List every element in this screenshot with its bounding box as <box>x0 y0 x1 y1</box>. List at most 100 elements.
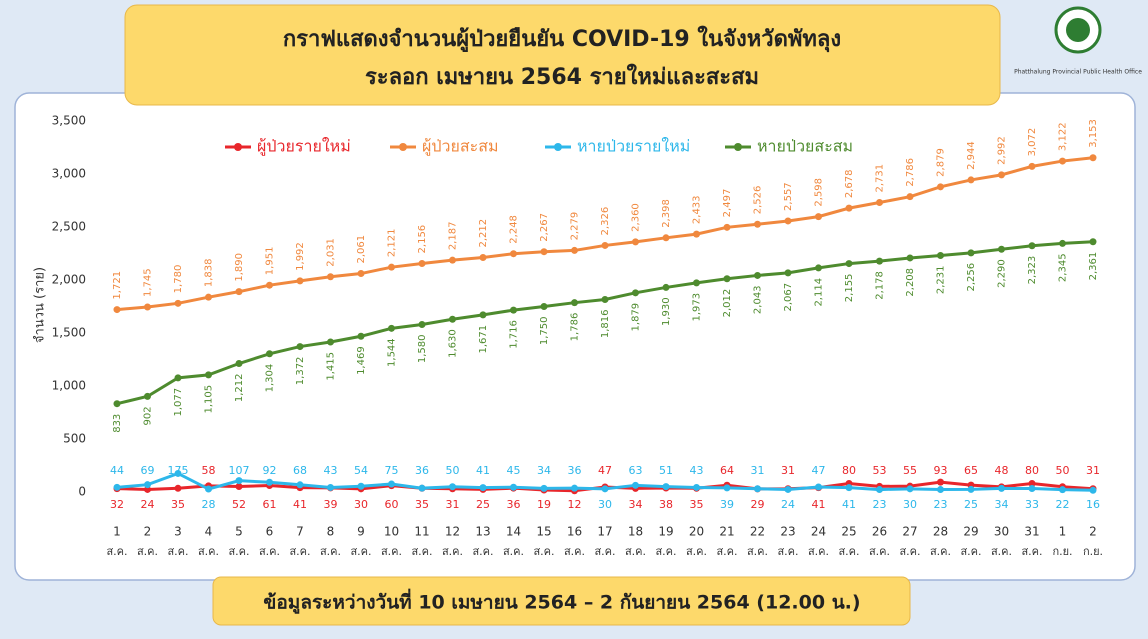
legend-marker <box>734 143 742 151</box>
x-tick-label: 14 <box>506 525 521 539</box>
x-tick-sublabel: ส.ค. <box>838 545 859 558</box>
data-point <box>754 220 761 228</box>
data-point <box>540 303 548 310</box>
x-tick-label: 10 <box>384 525 399 539</box>
data-label: 2,279 <box>570 212 581 241</box>
legend-label: ผู้ป่วยสะสม <box>422 137 499 157</box>
x-tick-label: 13 <box>475 525 490 539</box>
data-label: 175 <box>168 464 189 477</box>
y-tick-label: 1,000 <box>52 379 86 393</box>
data-point <box>693 483 700 491</box>
x-tick-label: 5 <box>235 525 243 539</box>
data-label: 35 <box>171 498 185 511</box>
data-label: 45 <box>507 464 521 477</box>
x-tick-label: 20 <box>689 525 704 539</box>
data-point <box>296 343 304 351</box>
data-label: 48 <box>995 464 1009 477</box>
data-label: 2,557 <box>783 182 794 211</box>
data-label: 47 <box>598 464 612 477</box>
data-label: 31 <box>446 498 460 511</box>
data-label: 35 <box>690 498 704 511</box>
data-label: 58 <box>202 464 216 477</box>
data-label: 22 <box>1056 498 1070 511</box>
data-label: 1,951 <box>265 247 276 276</box>
x-tick-sublabel: ส.ค. <box>442 545 463 558</box>
x-tick-sublabel: ส.ค. <box>503 545 524 558</box>
chart-subtitle: ระลอก เมษายน 2564 รายใหม่และสะสม <box>365 63 759 90</box>
data-label: 30 <box>903 498 917 511</box>
data-point <box>967 485 975 493</box>
data-point <box>144 303 151 311</box>
data-point <box>296 277 304 285</box>
x-tick-label: 22 <box>750 525 765 539</box>
data-label: 36 <box>415 464 429 477</box>
data-point <box>601 485 609 493</box>
data-label: 2,012 <box>722 289 733 318</box>
data-point <box>449 483 456 491</box>
x-tick-label: 4 <box>205 525 213 539</box>
data-point <box>998 245 1005 253</box>
data-label: 47 <box>812 464 826 477</box>
data-point <box>357 482 365 490</box>
data-label: 39 <box>720 498 734 511</box>
legend-label: หายป่วยสะสม <box>757 137 853 156</box>
data-label: 1,671 <box>478 325 489 354</box>
data-point <box>1059 239 1066 247</box>
x-tick-label: 18 <box>628 525 643 539</box>
data-label: 92 <box>263 464 277 477</box>
y-axis-label: จำนวน (ราย) <box>33 267 48 343</box>
x-tick-label: 23 <box>780 525 795 539</box>
data-label: 2,786 <box>905 158 916 187</box>
data-label: 3,072 <box>1027 128 1038 157</box>
data-label: 2,879 <box>936 148 947 177</box>
data-point <box>1089 486 1097 494</box>
data-point <box>1028 480 1036 488</box>
data-point <box>144 392 151 400</box>
data-point <box>479 311 487 319</box>
data-label: 44 <box>110 464 124 477</box>
x-tick-sublabel: ส.ค. <box>777 545 798 558</box>
data-label: 16 <box>1086 498 1100 511</box>
data-label: 50 <box>446 464 460 477</box>
y-tick-label: 3,500 <box>52 114 86 128</box>
x-tick-label: 3 <box>174 525 182 539</box>
data-point <box>510 483 517 491</box>
data-label: 1,992 <box>295 242 306 271</box>
data-label: 1,786 <box>570 313 581 342</box>
legend-marker <box>554 143 562 151</box>
data-label: 43 <box>690 464 704 477</box>
data-point <box>693 279 700 287</box>
data-label: 2,178 <box>875 271 886 300</box>
data-label: 2,944 <box>966 141 977 170</box>
data-label: 107 <box>229 464 250 477</box>
data-label: 34 <box>537 464 551 477</box>
data-label: 2,031 <box>326 238 337 267</box>
data-point <box>845 260 853 268</box>
x-tick-sublabel: ส.ค. <box>686 545 707 558</box>
x-tick-sublabel: ส.ค. <box>991 545 1012 558</box>
data-point <box>266 350 273 358</box>
data-label: 41 <box>293 498 307 511</box>
data-point <box>1059 157 1066 165</box>
data-label: 1,077 <box>173 388 184 417</box>
x-tick-label: 12 <box>445 525 460 539</box>
data-label: 3,122 <box>1058 122 1069 151</box>
data-label: 31 <box>751 464 765 477</box>
data-point <box>662 483 670 491</box>
data-point <box>906 254 914 262</box>
data-label: 54 <box>354 464 368 477</box>
data-label: 2,398 <box>661 199 672 228</box>
data-label: 64 <box>720 464 734 477</box>
x-tick-label: 24 <box>811 525 826 539</box>
data-label: 1,879 <box>631 303 642 332</box>
x-tick-sublabel: ส.ค. <box>747 545 768 558</box>
data-point <box>449 315 456 323</box>
data-point <box>1059 486 1066 494</box>
x-tick-sublabel: ส.ค. <box>320 545 341 558</box>
note-box <box>212 576 911 626</box>
data-label: 1,372 <box>295 357 306 386</box>
data-label: 25 <box>476 498 490 511</box>
data-label: 53 <box>873 464 887 477</box>
data-label: 29 <box>751 498 765 511</box>
legend-marker <box>234 143 242 151</box>
